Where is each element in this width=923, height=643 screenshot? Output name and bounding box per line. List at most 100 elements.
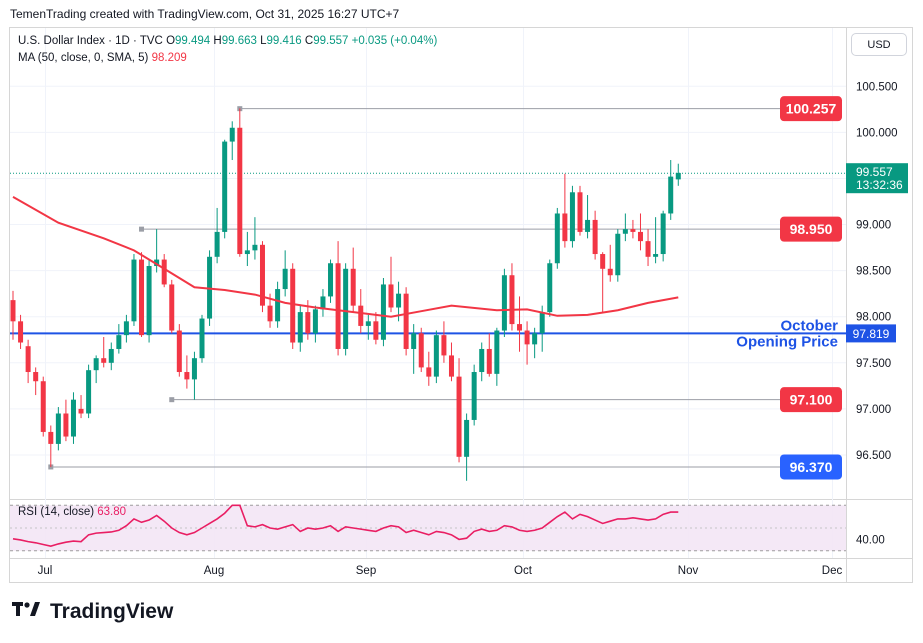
candle-body bbox=[108, 348, 114, 363]
price-tick-label: 97.500 bbox=[856, 358, 891, 370]
candle-body bbox=[539, 312, 545, 334]
level-title-october: October bbox=[780, 317, 838, 334]
candle-body bbox=[131, 259, 137, 322]
chart-frame[interactable] bbox=[9, 27, 913, 583]
candle-body bbox=[653, 254, 659, 257]
level-anchor-resistance bbox=[139, 226, 145, 232]
candle-body bbox=[494, 330, 500, 374]
symbol-name[interactable]: U.S. Dollar Index · 1D · TVC bbox=[18, 35, 163, 47]
candle-body bbox=[259, 244, 265, 306]
price-tick-label: 100.500 bbox=[856, 81, 898, 93]
candle-body bbox=[562, 213, 568, 242]
tradingview-brand[interactable]: TradingView bbox=[12, 600, 173, 624]
level-title-opening-price: Opening Price bbox=[736, 333, 838, 350]
candle-body bbox=[600, 254, 606, 269]
ma-label[interactable]: MA (50, close, 0, SMA, 5) bbox=[18, 52, 149, 64]
close-label: C bbox=[304, 35, 314, 47]
candle-body bbox=[33, 372, 39, 382]
candle-body bbox=[63, 413, 69, 437]
currency-button[interactable]: USD bbox=[851, 33, 907, 56]
rsi-label[interactable]: RSI (14, close) bbox=[18, 506, 95, 518]
high-value: 99.663 bbox=[221, 35, 257, 47]
candle-body bbox=[486, 348, 492, 374]
time-label-oct: Oct bbox=[514, 565, 533, 577]
candle-body bbox=[146, 266, 152, 336]
candle-body bbox=[509, 275, 515, 325]
candle-body bbox=[161, 259, 167, 285]
candle-body bbox=[244, 250, 250, 255]
candle-body bbox=[630, 229, 636, 232]
level-label-box-resistance bbox=[780, 216, 842, 242]
candle-body bbox=[637, 231, 643, 242]
candle-body bbox=[547, 263, 553, 313]
candle-body bbox=[10, 300, 16, 322]
candle-body bbox=[18, 321, 24, 343]
candle-body bbox=[592, 219, 598, 255]
level-label-resistance-high: 100.257 bbox=[786, 101, 837, 117]
candle-body bbox=[645, 241, 651, 257]
candle-body bbox=[335, 263, 341, 349]
symbol-legend: U.S. Dollar Index · 1D · TVC O99.494 H99… bbox=[18, 35, 437, 47]
price-tick-label: 99.000 bbox=[856, 220, 891, 232]
candle-body bbox=[282, 268, 288, 290]
candle-body bbox=[448, 355, 454, 377]
level-anchor-support bbox=[169, 397, 175, 403]
candle-body bbox=[214, 231, 220, 257]
candle-body bbox=[290, 268, 296, 343]
candle-body bbox=[464, 419, 470, 457]
candle-body bbox=[517, 324, 523, 331]
ma-value: 98.209 bbox=[151, 52, 187, 64]
candle-body bbox=[116, 335, 122, 349]
candle-body bbox=[471, 372, 477, 420]
candle-body bbox=[569, 192, 575, 242]
candle-body bbox=[176, 330, 182, 373]
candle-body bbox=[433, 335, 439, 377]
time-label-aug: Aug bbox=[204, 565, 224, 577]
candle-body bbox=[660, 213, 666, 255]
candle-body bbox=[441, 335, 447, 356]
price-axis-label-text-october-opening: 97.819 bbox=[853, 327, 890, 341]
candle-body bbox=[267, 305, 273, 322]
candle-body bbox=[40, 381, 46, 432]
candle-body bbox=[418, 333, 424, 368]
ma50-line bbox=[12, 196, 679, 318]
level-label-support-low: 96.370 bbox=[790, 459, 833, 475]
candle-body bbox=[199, 318, 205, 359]
candle-body bbox=[585, 219, 591, 232]
candle-body bbox=[312, 309, 318, 334]
candle-body bbox=[501, 275, 507, 331]
candle-body bbox=[320, 296, 326, 310]
candle-body bbox=[380, 284, 386, 340]
attribution-text: TemenTrading created with TradingView.co… bbox=[10, 7, 400, 21]
candle-body bbox=[101, 358, 107, 363]
candle-body bbox=[191, 358, 197, 380]
time-label-sep: Sep bbox=[356, 565, 376, 577]
candle-body bbox=[169, 284, 175, 331]
candle-body bbox=[524, 330, 530, 345]
level-label-support: 97.100 bbox=[790, 392, 833, 408]
candle-body bbox=[154, 259, 160, 267]
time-label-dec: Dec bbox=[822, 565, 843, 577]
candle-body bbox=[305, 312, 311, 334]
candle-body bbox=[607, 268, 613, 276]
candle-body bbox=[426, 367, 432, 377]
candle-body bbox=[373, 321, 379, 340]
low-label: L bbox=[260, 35, 267, 47]
candle-body bbox=[577, 192, 583, 232]
candle-body bbox=[403, 293, 409, 349]
candle-body bbox=[615, 233, 621, 276]
price-tick-label: 96.500 bbox=[856, 450, 891, 462]
last-price-label: 99.557 bbox=[856, 165, 893, 179]
low-value: 99.416 bbox=[266, 35, 302, 47]
time-label-nov: Nov bbox=[678, 565, 699, 577]
candle-body bbox=[184, 372, 190, 380]
candle-body bbox=[93, 358, 99, 371]
candle-body bbox=[229, 127, 235, 142]
candle-body bbox=[252, 244, 258, 251]
time-label-jul: Jul bbox=[38, 565, 53, 577]
ma-legend: MA (50, close, 0, SMA, 5) 98.209 bbox=[18, 52, 187, 64]
candle-body bbox=[388, 284, 394, 308]
price-tick-label: 98.000 bbox=[856, 312, 891, 324]
candle-body bbox=[358, 305, 364, 326]
